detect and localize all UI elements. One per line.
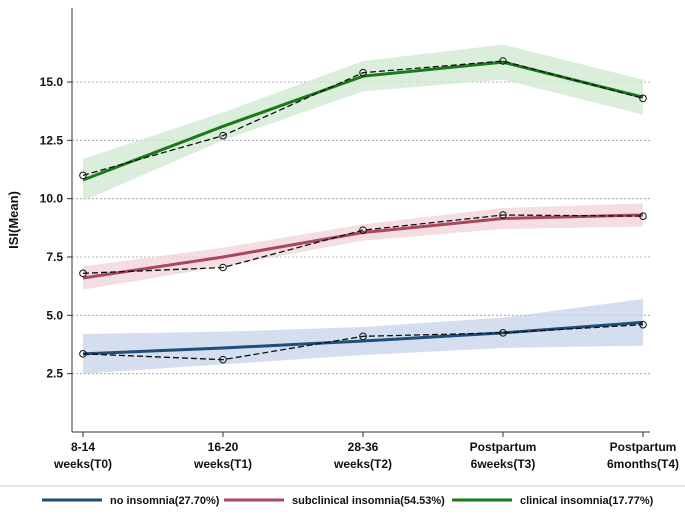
y-tick-label: 7.5 bbox=[46, 250, 63, 264]
y-tick-label: 15.0 bbox=[40, 75, 64, 89]
observed-point bbox=[79, 171, 87, 180]
observed-point bbox=[359, 332, 367, 341]
observed-point bbox=[499, 57, 507, 65]
observed-point bbox=[499, 211, 507, 219]
observed-point bbox=[219, 355, 227, 364]
observed-point bbox=[359, 68, 367, 77]
observed-point bbox=[639, 94, 647, 103]
observed-line-series-2 bbox=[82, 60, 644, 176]
observed-line-series-1 bbox=[82, 214, 644, 274]
observed-point bbox=[499, 329, 507, 337]
y-tick-label: 2.5 bbox=[46, 367, 63, 381]
legend-label-series-1: subclinical insomnia(54.53%) bbox=[292, 495, 445, 507]
series-lines bbox=[79, 57, 647, 364]
y-axis-title: ISI(Mean) bbox=[6, 191, 21, 249]
x-tick-label: weeks(T1) bbox=[193, 457, 252, 471]
observed-point bbox=[79, 269, 87, 278]
x-tick-label: 6weeks(T3) bbox=[471, 457, 536, 471]
x-tick-label: 6months(T4) bbox=[607, 457, 679, 471]
x-tick-label: 8-14 bbox=[71, 440, 95, 454]
x-tick-label: Postpartum bbox=[610, 440, 677, 454]
observed-point bbox=[639, 320, 647, 329]
fitted-line-series-1 bbox=[82, 213, 644, 280]
confidence-bands bbox=[83, 44, 643, 374]
x-tick-label: Postpartum bbox=[470, 440, 537, 454]
x-tick-label: weeks(T0) bbox=[53, 457, 112, 471]
observed-point bbox=[219, 263, 227, 272]
fitted-line-series-0 bbox=[82, 320, 644, 356]
x-tick-label: 16-20 bbox=[208, 440, 239, 454]
band-series-1 bbox=[83, 203, 643, 290]
observed-line-series-0 bbox=[82, 324, 644, 361]
legend-label-series-0: no insomnia(27.70%) bbox=[110, 495, 220, 507]
band-series-2 bbox=[83, 44, 643, 201]
y-tick-label: 12.5 bbox=[40, 133, 64, 147]
y-tick-label: 10.0 bbox=[40, 192, 64, 206]
x-tick-label: 28-36 bbox=[348, 440, 379, 454]
observed-point bbox=[219, 131, 227, 140]
observed-point bbox=[79, 350, 87, 358]
observed-point bbox=[639, 212, 647, 220]
tick-labels: 2.5 5.0 7.5 10.0 12.5 15.0 8-14 weeks(T0) 16-20 w… bbox=[40, 75, 679, 471]
legend-label-series-2: clinical insomnia(17.77%) bbox=[520, 495, 654, 507]
observed-point bbox=[359, 226, 367, 234]
x-tick-label: weeks(T2) bbox=[333, 457, 392, 471]
legend: no insomnia(27.70%) subclinical insomnia(… bbox=[0, 485, 685, 507]
y-tick-label: 5.0 bbox=[46, 308, 63, 322]
axes bbox=[67, 8, 650, 437]
